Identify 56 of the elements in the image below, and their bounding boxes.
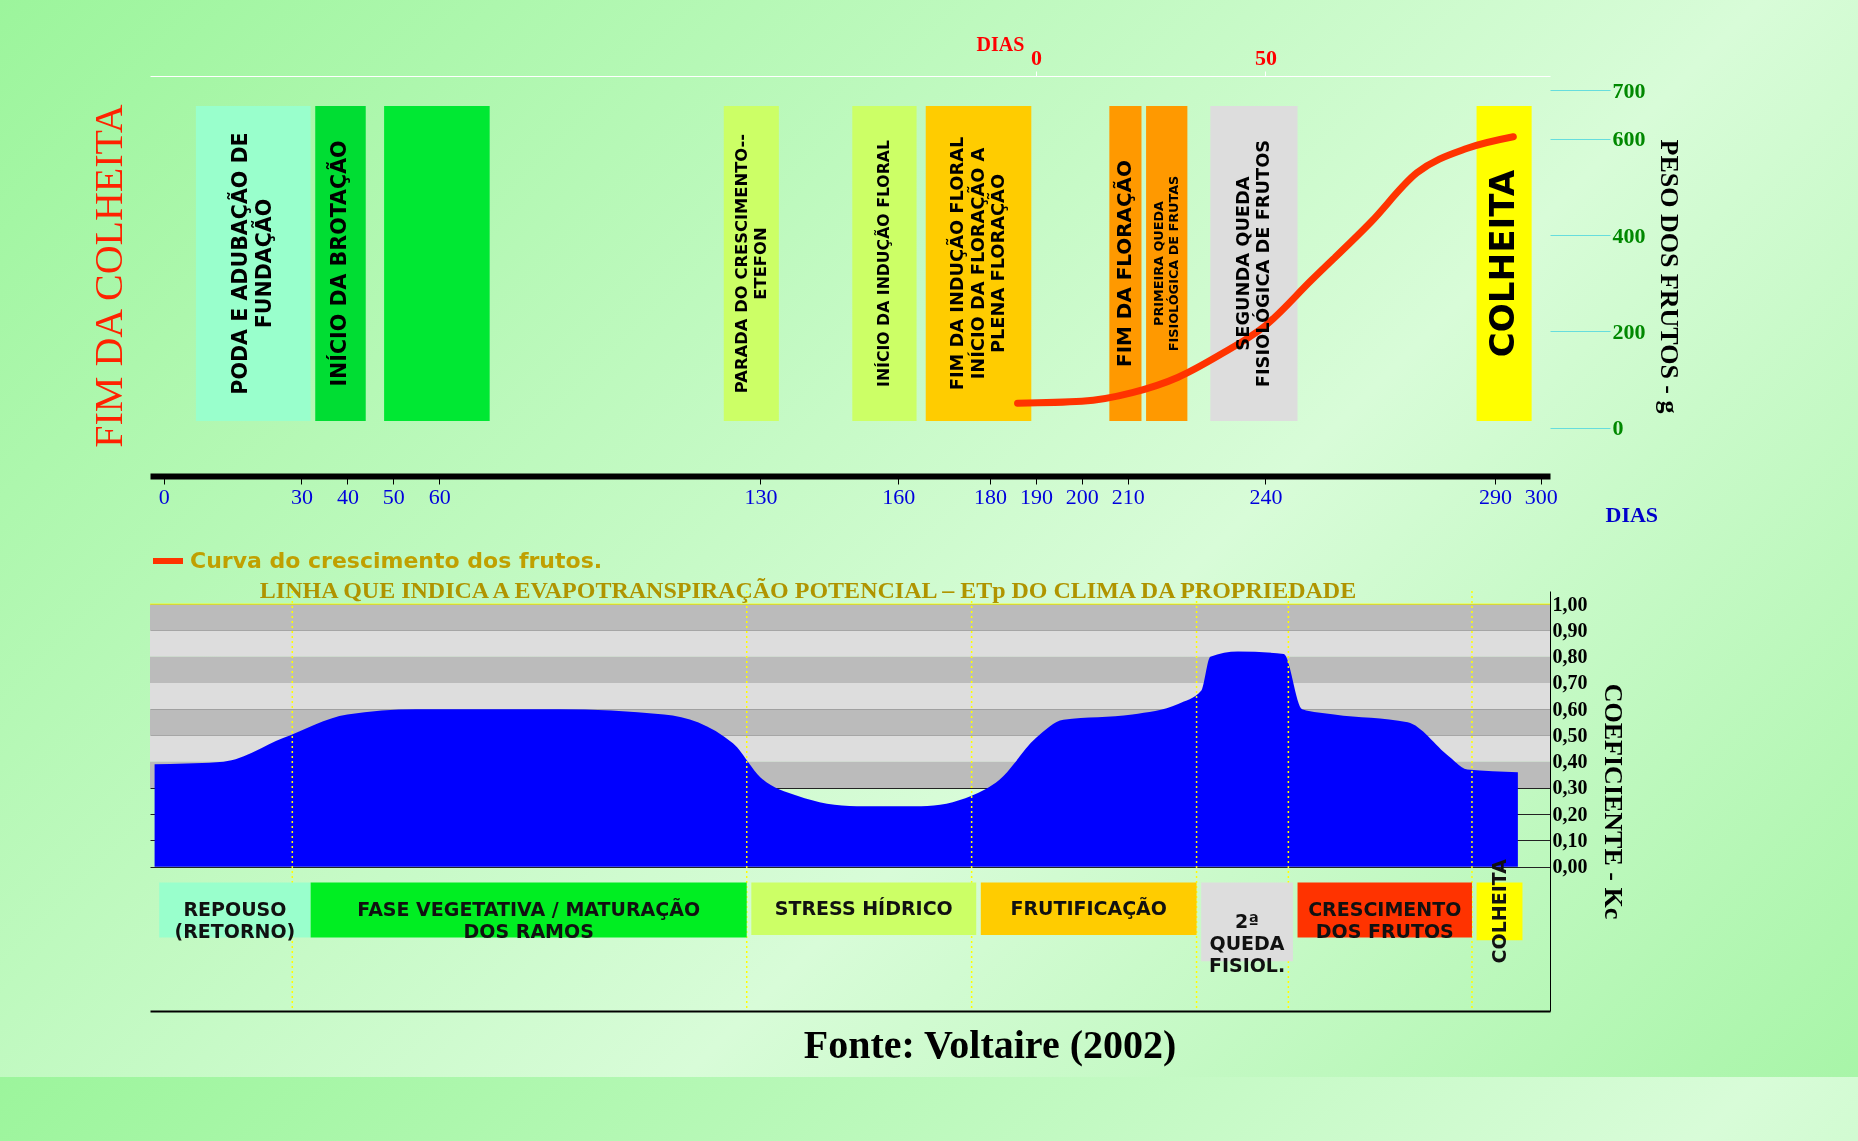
y-tick-label: 0,00	[1552, 855, 1588, 878]
text: FIM DA COLHEITA	[86, 104, 131, 448]
band-label: 2ª QUEDA FISIOL.	[1208, 909, 1286, 976]
x-tick-label: 30	[290, 483, 313, 509]
y-tick-label: 0,40	[1552, 750, 1588, 773]
band-label: SEGUNDA QUEDA FISIOLÓGICA DE FRUTOS	[1231, 139, 1274, 388]
band-label: FASE VEGETATIVA / MATURAÇÃO DOS RAMOS	[357, 896, 701, 942]
x2-tick-label: 0	[1030, 44, 1042, 70]
x-tick-label: 300	[1524, 483, 1558, 509]
x2-tick-label: 50	[1254, 44, 1277, 70]
band-label: REPOUSO (RETORNO)	[174, 897, 296, 942]
y-tick-label: 0	[1612, 415, 1624, 441]
x-tick-label: 210	[1111, 483, 1145, 509]
y-tick-label: 0,60	[1552, 697, 1588, 720]
band-label: PODA E ADUBAÇÃO DE FUNDAÇÃO	[227, 132, 277, 395]
band-label: FIM DA INDUÇÃO FLORAL INÍCIO DA FLORAÇÃO A PLENA FLORAÇÃO	[945, 136, 1009, 391]
x-tick-label: 180	[974, 483, 1007, 509]
x-tick-label: 240	[1249, 483, 1283, 509]
x-tick-label: 290	[1478, 483, 1512, 509]
y-tick-label: 0,90	[1552, 618, 1588, 641]
band-label: STRESS HÍDRICO	[774, 896, 953, 919]
y-tick-label: 0,70	[1552, 671, 1588, 694]
y-tick-label: 700	[1612, 77, 1646, 103]
band-label: CRESCIMENTO DOS FRUTOS	[1308, 897, 1462, 942]
ref-line-label: LINHA QUE INDICA A EVAPOTRANSPIRAÇÃO POTENCIAL – ETp DO CLIMA DA PROPRIEDADE	[259, 577, 1357, 604]
x-tick-label: 200	[1065, 483, 1099, 509]
x-tick-label: 60	[428, 483, 451, 509]
y-axis-title: COEFICIENTE - Kc	[1598, 683, 1628, 920]
x-tick-label: 50	[382, 483, 405, 509]
y-tick-label: 1,00	[1552, 592, 1588, 615]
x-tick-label: 0	[158, 483, 170, 509]
y-tick-label: 0,30	[1552, 776, 1588, 799]
y-tick-label: 0,80	[1552, 645, 1588, 668]
band-label: PRIMEIRA QUEDA FISIOLÓGICA DE FRUTAS	[1151, 175, 1182, 352]
band-label: FIM DA FLORAÇÃO	[1112, 160, 1137, 367]
x-tick-label: 40	[336, 483, 359, 509]
y-tick-label: 200	[1612, 318, 1646, 344]
y-tick-label: 400	[1612, 222, 1646, 248]
band-label: FRUTIFICAÇÃO	[1010, 895, 1167, 919]
legend-label: Curva do crescimento dos frutos.	[190, 548, 603, 573]
x-tick-label: 190	[1019, 483, 1053, 509]
x2-axis-title: DIAS	[976, 32, 1025, 55]
y-tick-label: 0,20	[1552, 802, 1588, 825]
band-label: COLHEITA	[1482, 169, 1523, 358]
x-axis-title: DIAS	[1605, 501, 1659, 527]
y-tick-label: 0,50	[1552, 723, 1588, 746]
x-tick-label: 130	[744, 483, 778, 509]
source-note: Fonte: Voltaire (2002)	[803, 1022, 1177, 1067]
band-label: INÍCIO DA INDUÇÃO FLORAL	[874, 140, 894, 387]
band-label: COLHEITA	[1487, 858, 1510, 964]
band-label: INÍCIO DA BROTAÇÃO	[326, 140, 352, 387]
x-tick-label: 160	[882, 483, 916, 509]
y-axis-title: PESO DOS FRUTOS - g	[1654, 139, 1684, 414]
band-label: PARADA DO CRESCIMENTO-- ETEFON	[731, 133, 770, 394]
y-tick-label: 600	[1612, 126, 1646, 152]
y-tick-label: 0,10	[1552, 828, 1588, 851]
